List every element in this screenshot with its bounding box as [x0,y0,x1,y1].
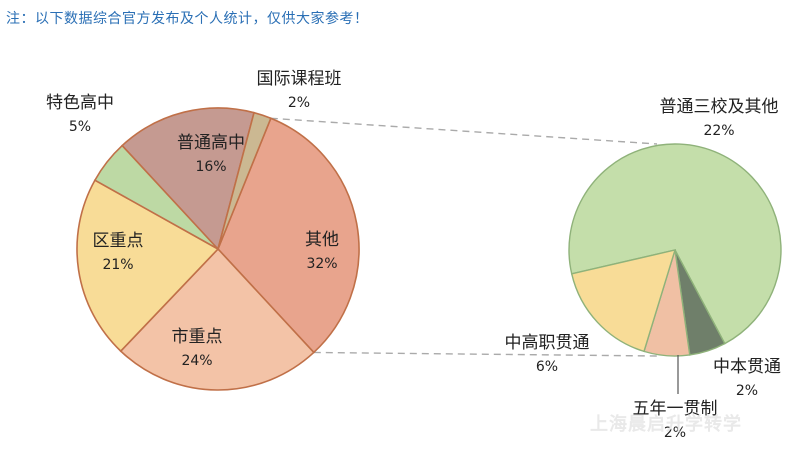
main-pie-slice-0 [217,117,360,354]
main-slice-1-value: 24% [181,353,212,369]
secondary-slice-3-value: 6% [536,359,558,375]
note-text: 注：以下数据综合官方发布及个人统计，仅供大家参考！ [6,11,369,27]
main-pie-slice-2 [76,179,220,353]
connector-lines [270,117,658,357]
connector-bottom [313,351,658,357]
main-slice-4-label: 普通高中 [177,133,245,153]
secondary-pie-slice-0 [568,143,782,345]
main-slice-0-value: 32% [306,256,337,272]
main-slice-4-value: 16% [195,159,226,175]
secondary-slice-0-value: 22% [703,123,734,139]
main-slice-5-value: 2% [288,95,310,111]
main-pie-slice-4 [121,107,255,251]
secondary-pie-slice-3 [570,249,677,353]
main-slice-3-label: 特色高中 [46,93,114,113]
connector-top [270,117,658,145]
slice-labels: 其他 32% 市重点 24% 区重点 21% 特色高中 5% 普通高中 16% 国际课程班 2% 普通三… [46,69,781,441]
secondary-slice-1-label: 中本贯通 [713,357,781,377]
secondary-slice-3-label: 中高职贯通 [505,333,590,353]
secondary-slice-0-label: 普通三校及其他 [660,97,779,117]
main-slice-5-label: 国际课程班 [257,69,342,89]
main-slice-1-label: 市重点 [172,327,223,347]
secondary-slice-1-value: 2% [736,383,758,399]
main-slice-0-label: 其他 [305,230,339,250]
watermark: 上海晨启升学转学 [590,414,742,435]
main-slice-2-label: 区重点 [93,231,144,251]
secondary-pie [568,143,782,357]
secondary-slice-2-label: 五年一贯制 [633,399,718,419]
main-pie-slice-1 [119,247,315,391]
main-pie [76,107,360,391]
main-pie-slice-5 [217,111,272,250]
main-slice-2-value: 21% [102,257,133,273]
secondary-slice-2-value: 2% [664,425,686,441]
main-slice-3-value: 5% [69,119,91,135]
